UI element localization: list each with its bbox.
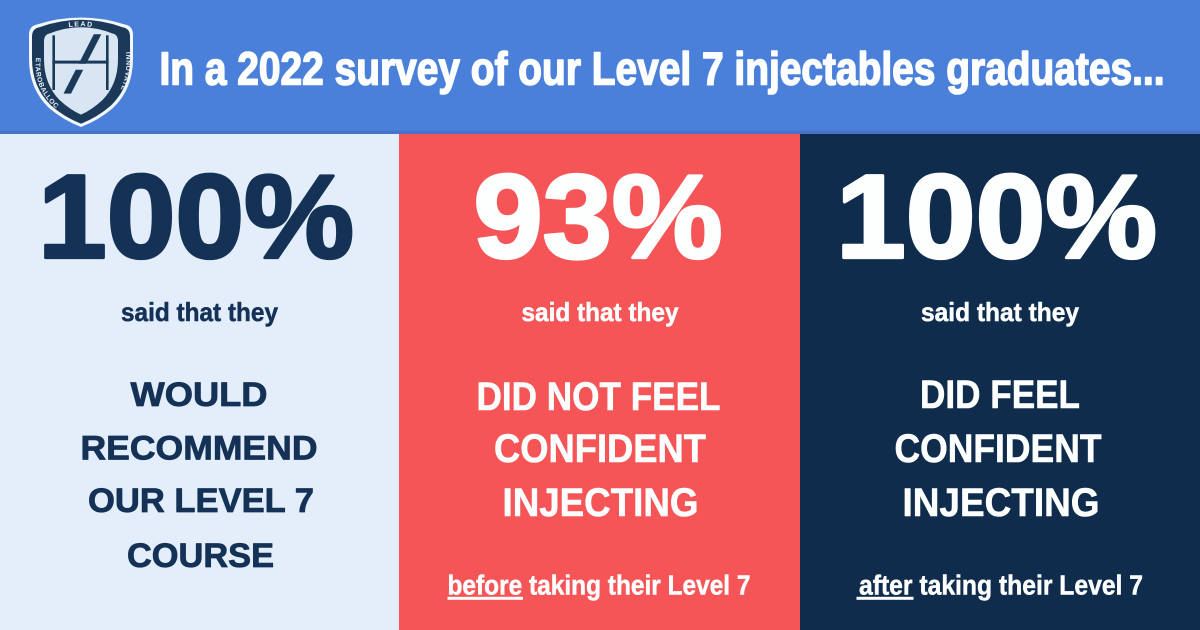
svg-text:100%: 100% (836, 151, 1157, 284)
svg-text:before taking their Level 7: before taking their Level 7 (448, 569, 751, 600)
svg-text:In a 2022 survey of our Level: In a 2022 survey of our Level 7 injectab… (160, 43, 1165, 95)
svg-text:OUR LEVEL 7: OUR LEVEL 7 (88, 482, 314, 520)
svg-text:CONFIDENT: CONFIDENT (494, 427, 706, 471)
svg-text:COURSE: COURSE (127, 537, 274, 575)
svg-text:100%: 100% (38, 151, 354, 284)
svg-text:DID NOT FEEL: DID NOT FEEL (477, 375, 721, 419)
svg-text:WOULD: WOULD (131, 376, 268, 414)
svg-text:RECOMMEND: RECOMMEND (81, 430, 318, 468)
svg-text:CONFIDENT: CONFIDENT (895, 427, 1102, 471)
svg-text:LEAD: LEAD (68, 21, 94, 29)
svg-text:after taking their Level 7: after taking their Level 7 (859, 569, 1143, 600)
svg-text:INJECTING: INJECTING (903, 481, 1100, 525)
svg-text:INJECTING: INJECTING (503, 481, 699, 525)
svg-text:93%: 93% (474, 151, 723, 284)
svg-text:said that they: said that they (921, 297, 1080, 327)
svg-text:said that they: said that they (522, 297, 680, 327)
svg-text:said that they: said that they (121, 297, 279, 327)
svg-text:DID FEEL: DID FEEL (920, 373, 1080, 417)
